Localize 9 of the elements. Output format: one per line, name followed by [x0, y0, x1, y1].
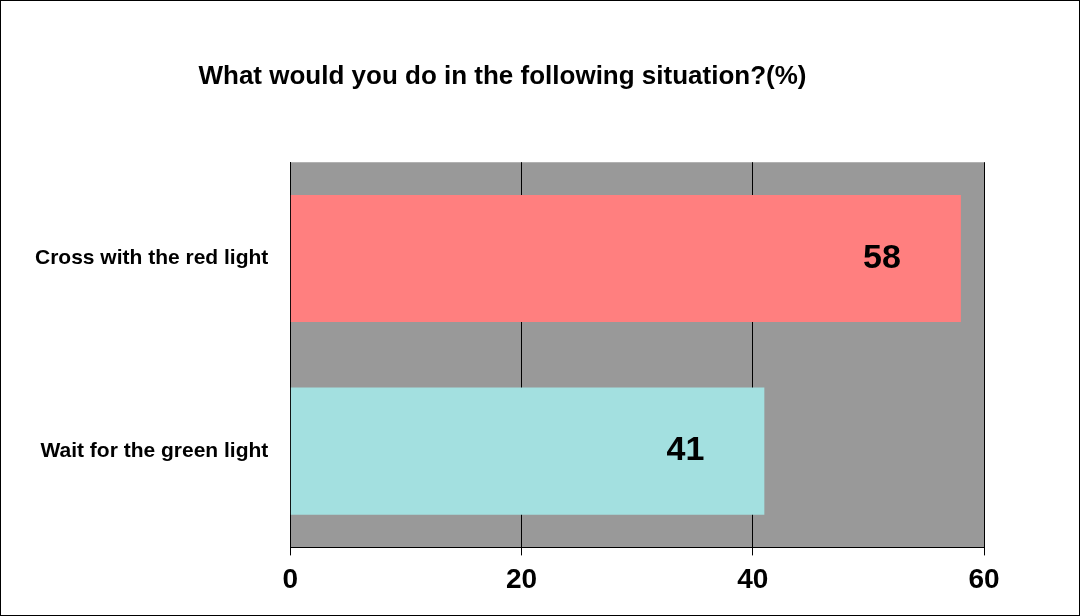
- x-tick-label: 20: [505, 562, 538, 594]
- chart-title: What would you do in the following situation?(%): [198, 59, 807, 90]
- x-tick-label: 0: [282, 562, 299, 594]
- y-tick-label: Cross with the red light: [34, 245, 269, 269]
- y-tick-label: Wait for the green light: [40, 437, 269, 461]
- data-label: 58: [863, 236, 901, 275]
- x-tick-label: 60: [968, 562, 1000, 594]
- x-tick-label: 40: [737, 562, 769, 594]
- data-label: 41: [666, 429, 705, 468]
